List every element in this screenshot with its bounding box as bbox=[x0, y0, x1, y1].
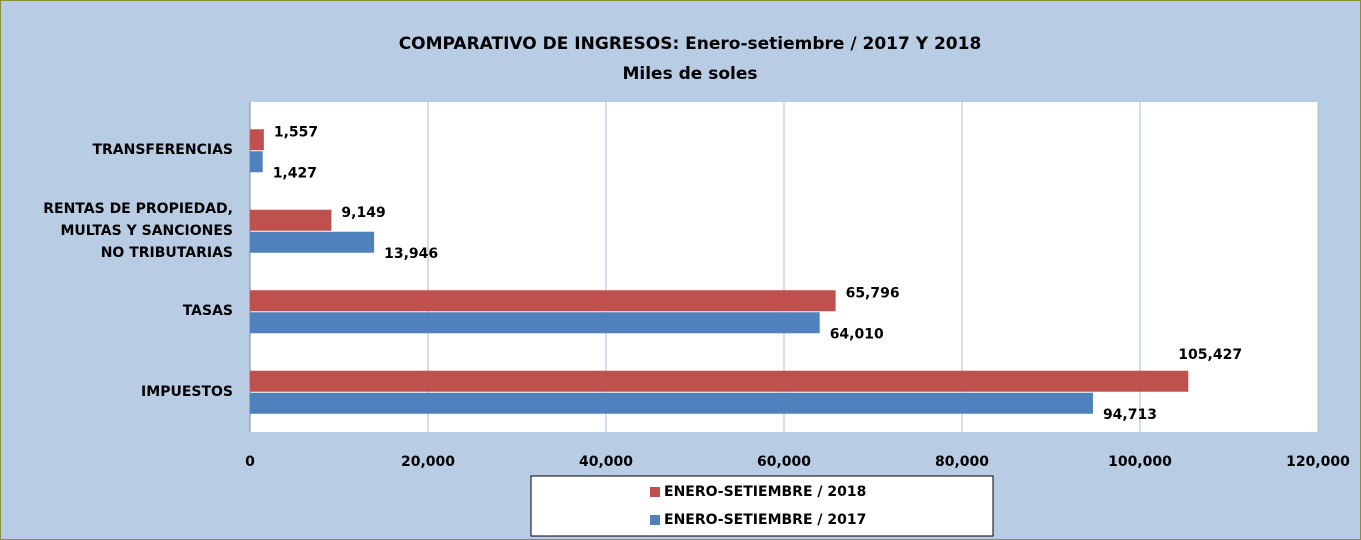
x-tick-label: 120,000 bbox=[1286, 454, 1350, 470]
chart-title: COMPARATIVO DE INGRESOS: Enero-setiembre… bbox=[399, 34, 982, 54]
bar bbox=[250, 290, 836, 312]
data-label: 94,713 bbox=[1103, 407, 1157, 423]
legend-swatch bbox=[650, 487, 660, 497]
legend-label: ENERO-SETIEMBRE / 2018 bbox=[664, 484, 866, 500]
bar bbox=[250, 392, 1093, 414]
bar bbox=[250, 312, 820, 334]
x-tick-label: 0 bbox=[245, 454, 255, 470]
data-label: 65,796 bbox=[846, 285, 900, 301]
data-label: 105,427 bbox=[1178, 347, 1242, 363]
data-label: 1,557 bbox=[274, 124, 318, 140]
x-tick-label: 40,000 bbox=[579, 454, 633, 470]
y-tick-label: TASAS bbox=[182, 303, 233, 320]
data-label: 13,946 bbox=[384, 246, 438, 262]
data-label: 1,427 bbox=[273, 165, 317, 181]
legend bbox=[530, 475, 994, 537]
x-tick-label: 60,000 bbox=[757, 454, 811, 470]
bar bbox=[250, 151, 263, 173]
data-label: 64,010 bbox=[830, 326, 884, 342]
bar bbox=[250, 231, 375, 253]
x-tick-label: 80,000 bbox=[935, 454, 989, 470]
legend-swatch bbox=[650, 515, 660, 525]
x-tick-label: 20,000 bbox=[401, 454, 455, 470]
y-tick-label: TRANSFERENCIAS bbox=[92, 142, 233, 159]
bar bbox=[250, 370, 1189, 392]
bar bbox=[250, 129, 264, 151]
chart-subtitle: Miles de soles bbox=[622, 64, 757, 84]
legend-label: ENERO-SETIEMBRE / 2017 bbox=[664, 512, 866, 528]
y-tick-label: RENTAS DE PROPIEDAD, MULTAS Y SANCIONES … bbox=[43, 200, 233, 261]
data-label: 9,149 bbox=[341, 205, 385, 221]
x-tick-label: 100,000 bbox=[1108, 454, 1172, 470]
bar bbox=[250, 209, 332, 231]
y-tick-label: IMPUESTOS bbox=[141, 383, 233, 400]
